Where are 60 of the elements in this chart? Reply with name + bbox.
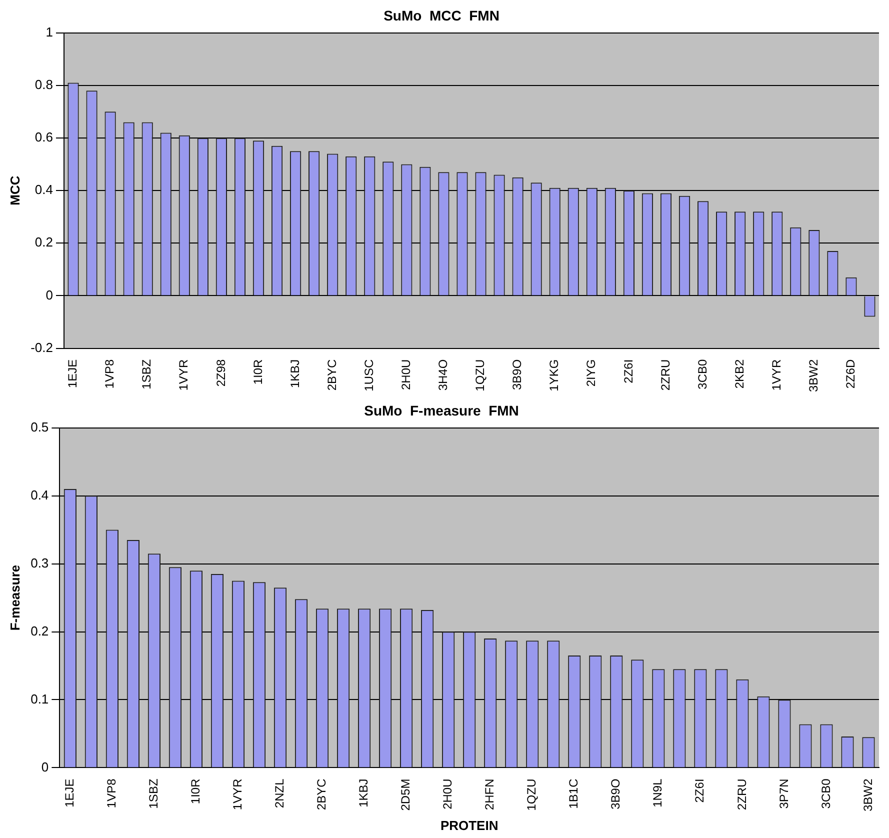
y-tick-label: 0.4 xyxy=(30,487,49,502)
x-tick-label: 2Z6I xyxy=(692,778,707,803)
x-tick-label: 3BW2 xyxy=(806,359,820,392)
x-tick-label: 3P7N xyxy=(776,778,791,809)
x-tick-label: 1KBJ xyxy=(356,778,371,808)
x-tick-label: 3B9O xyxy=(608,778,623,810)
x-tick-label: 3H4O xyxy=(436,359,450,391)
y-tick-label: -0.2 xyxy=(30,340,53,355)
x-tick-label: 2H0U xyxy=(398,359,413,390)
x-tick-label: 1EJE xyxy=(66,359,80,388)
x-tick-label: 1N9L xyxy=(650,778,665,808)
x-tick-label: 1I0R xyxy=(250,359,265,385)
x-tick-label: 1B1C xyxy=(566,778,581,809)
y-tick-label: 0.5 xyxy=(30,419,49,434)
x-tick-label: 2HFN xyxy=(482,778,497,810)
x-tick-label: 1QZU xyxy=(473,359,488,392)
y-tick-label: 0.3 xyxy=(30,555,49,570)
y-tick-label: 0.8 xyxy=(34,76,53,92)
x-tick-label: 1YKG xyxy=(547,359,562,392)
x-tick-label: 2BYC xyxy=(324,359,339,391)
x-tick-label: 2H0U xyxy=(440,778,455,810)
x-tick-label: 3CB0 xyxy=(818,778,833,809)
x-tick-label: 1VYR xyxy=(230,778,245,810)
x-tick-label: 2KB2 xyxy=(732,359,746,389)
x-tick-label: 1USC xyxy=(362,358,376,392)
y-tick-label: 0 xyxy=(41,759,49,774)
x-tick-label: 1VP8 xyxy=(102,359,117,389)
x-axis-title: PROTEIN xyxy=(440,818,498,833)
x-tick-label: 2D5M xyxy=(398,778,413,811)
x-tick-label: 1I0R xyxy=(188,778,203,804)
y-tick-label: 0.1 xyxy=(30,691,49,706)
x-tick-label: 1SBZ xyxy=(140,359,154,390)
x-tick-label: 3B9O xyxy=(510,359,524,390)
x-tick-label: 2BYC xyxy=(314,778,329,810)
x-tick-label: 2Z6I xyxy=(621,359,636,384)
x-tick-label: 1VP8 xyxy=(104,778,119,808)
x-tick-label: 2Z6D xyxy=(844,358,858,389)
chart-title: SuMo F-measure FMN xyxy=(364,402,519,418)
x-tick-label: 3CB0 xyxy=(695,359,710,390)
x-tick-label: 3BW2 xyxy=(860,778,875,812)
y-tick-label: 0.6 xyxy=(34,130,53,145)
y-tick-label: 0.4 xyxy=(34,182,53,198)
y-tick-label: 0.2 xyxy=(30,623,49,638)
y-tick-label: 1 xyxy=(46,24,53,40)
x-tick-label: 1VYR xyxy=(176,359,191,391)
x-tick-label: 2Z98 xyxy=(214,359,228,387)
x-tick-label: 2IYG xyxy=(584,359,598,387)
x-tick-label: 2ZRU xyxy=(734,778,749,810)
y-axis-title: F-measure xyxy=(7,564,22,631)
x-tick-label: 2ZRU xyxy=(658,359,672,391)
chart-title: SuMo MCC FMN xyxy=(384,7,500,24)
y-axis-title: MCC xyxy=(7,175,22,206)
y-tick-label: 0 xyxy=(46,287,53,302)
x-tick-label: 1VYR xyxy=(769,359,784,391)
x-tick-label: 1QZU xyxy=(524,778,539,811)
y-tick-label: 0.2 xyxy=(34,234,53,250)
x-tick-label: 1SBZ xyxy=(146,778,161,809)
x-tick-label: 2NZL xyxy=(272,778,287,808)
x-tick-label: 1KBJ xyxy=(288,359,302,388)
x-tick-label: 1EJE xyxy=(62,778,76,808)
